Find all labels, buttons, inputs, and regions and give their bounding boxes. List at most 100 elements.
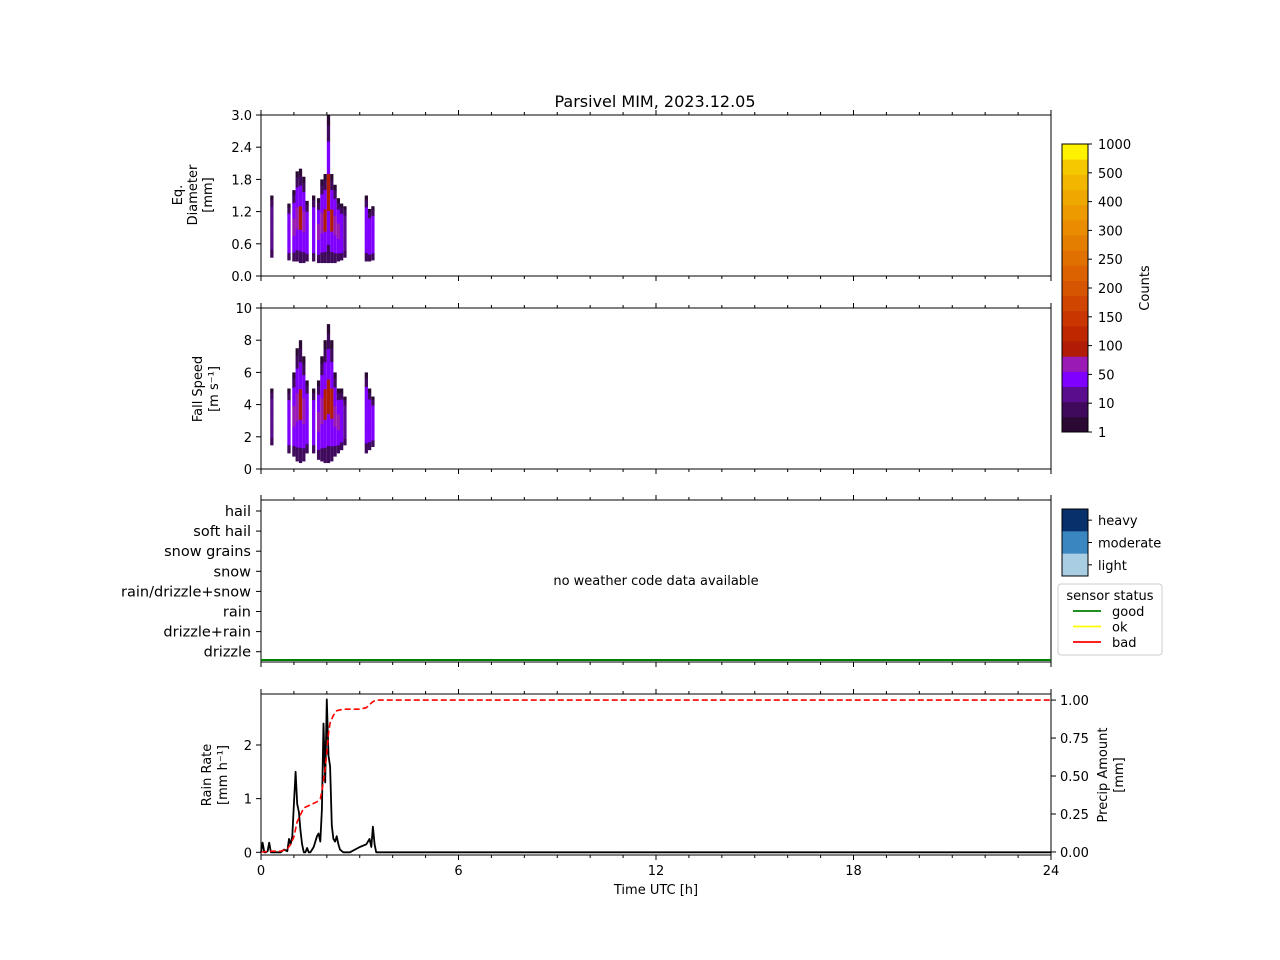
heatmap-cell (295, 348, 299, 357)
heatmap-cell (305, 393, 309, 410)
heatmap-cell (343, 399, 347, 406)
heatmap-cell (312, 393, 316, 401)
heatmap-cell (292, 218, 296, 237)
heatmap-cell (270, 392, 274, 400)
heatmap-cell (305, 211, 309, 226)
colorbar-cell (1062, 416, 1088, 433)
heatmap-cell (371, 416, 375, 430)
colorbar-cell (1062, 325, 1088, 342)
heatmap-cell (340, 428, 344, 443)
intensity-swatch (1062, 531, 1088, 554)
heatmap-cell (312, 388, 316, 394)
heatmap-cell (364, 378, 368, 388)
heatmap-cell (270, 195, 274, 201)
colorbar-tick-label: 400 (1098, 196, 1123, 211)
weather-code-label: drizzle (204, 645, 251, 661)
heatmap-cell (312, 238, 316, 254)
heatmap-cell (298, 168, 303, 176)
heatmap-cell (336, 209, 340, 224)
intensity-label: heavy (1098, 514, 1138, 529)
heatmap-cell (343, 251, 347, 258)
heatmap-cell (270, 411, 274, 426)
heatmap-cell (287, 393, 291, 401)
heatmap-cell (295, 356, 299, 370)
heatmap-cell (320, 398, 324, 425)
heatmap-cell (302, 232, 306, 253)
y-tick-label: 1.8 (231, 173, 252, 188)
y-tick-label: 2.4 (231, 141, 252, 156)
heatmap-cell (330, 209, 334, 233)
precip-amount-line (260, 699, 1051, 853)
x-tick-label: 0 (257, 864, 265, 879)
heatmap-cell (305, 380, 309, 387)
heatmap-cell (316, 385, 321, 396)
heatmap-cell (326, 349, 331, 380)
heatmap-cell (326, 333, 331, 350)
heatmap-cell (295, 368, 299, 394)
heatmap-cell (298, 447, 303, 464)
colorbar-cell (1062, 204, 1088, 221)
colorbar-tick-label: 200 (1098, 282, 1123, 297)
heatmap-cell (295, 393, 299, 423)
rain-rate-lines (260, 698, 1051, 854)
heatmap-cell (364, 238, 368, 254)
heatmap-cell (367, 428, 372, 443)
heatmap-cell (336, 253, 340, 262)
heatmap-cell (287, 207, 291, 215)
heatmap-cell (312, 195, 316, 201)
y-tick-label: 1.00 (1060, 694, 1089, 709)
heatmap-cell (287, 226, 291, 241)
heatmap-cell (323, 340, 327, 350)
heatmap-cell (270, 235, 274, 251)
y-tick-label: 1 (244, 793, 252, 808)
heatmap-cell (364, 443, 368, 454)
heatmap-cell (320, 185, 324, 195)
heatmap-cell (336, 198, 340, 204)
colorbar-cell (1062, 295, 1088, 312)
time-axis-label: Time UTC [h] (613, 883, 698, 898)
heatmap-cell (323, 447, 327, 464)
heatmap-cell (316, 394, 321, 413)
heatmap-cell (320, 424, 324, 449)
heatmap-cell (371, 428, 375, 441)
heatmap-cell (323, 189, 327, 210)
heatmap-cell (287, 400, 291, 415)
heatmap-cell (336, 393, 340, 401)
heatmap-cell (343, 226, 347, 240)
heatmap-cell (320, 212, 324, 234)
heatmap-cell (295, 207, 299, 231)
weather-code-label: hail (225, 504, 251, 520)
heatmap-cell (312, 414, 316, 431)
colorbar-tick-label: 1 (1098, 426, 1106, 441)
heatmap-cell (270, 438, 274, 446)
heatmap-cell (371, 400, 375, 407)
heatmap-cell (287, 445, 291, 454)
x-tick-label: 18 (845, 864, 862, 879)
weather-code-label: soft hail (193, 524, 251, 540)
heatmap-cell (343, 209, 347, 216)
heatmap-cell (330, 189, 334, 210)
colorbar-cell (1062, 174, 1088, 190)
heatmap-cell (340, 240, 344, 254)
colorbar-tick-label: 50 (1098, 368, 1115, 383)
heatmap-cell (323, 389, 327, 421)
heatmap-cell (270, 220, 274, 237)
heatmap-cell (371, 440, 375, 447)
heatmap-cell (312, 207, 316, 223)
y-tick-label: 0.25 (1060, 808, 1089, 823)
counts-colorbar-label: Counts (1138, 265, 1153, 311)
heatmap-cell (364, 404, 368, 426)
heatmap-cell (323, 231, 327, 253)
diameter-ticks: 0.0 0.6 1.2 1.8 2.4 3.0 (231, 109, 1052, 285)
heatmap-cell (292, 405, 296, 428)
heatmap-cell (295, 187, 299, 208)
heatmap-cell (312, 221, 316, 239)
heatmap-cell (336, 414, 340, 431)
heatmap-cell (333, 253, 337, 264)
heatmap-cell (367, 392, 372, 401)
heatmap-cell (302, 448, 306, 462)
heatmap-cell (340, 226, 344, 241)
heatmap-cell (326, 379, 331, 415)
heatmap-cell (333, 426, 337, 447)
